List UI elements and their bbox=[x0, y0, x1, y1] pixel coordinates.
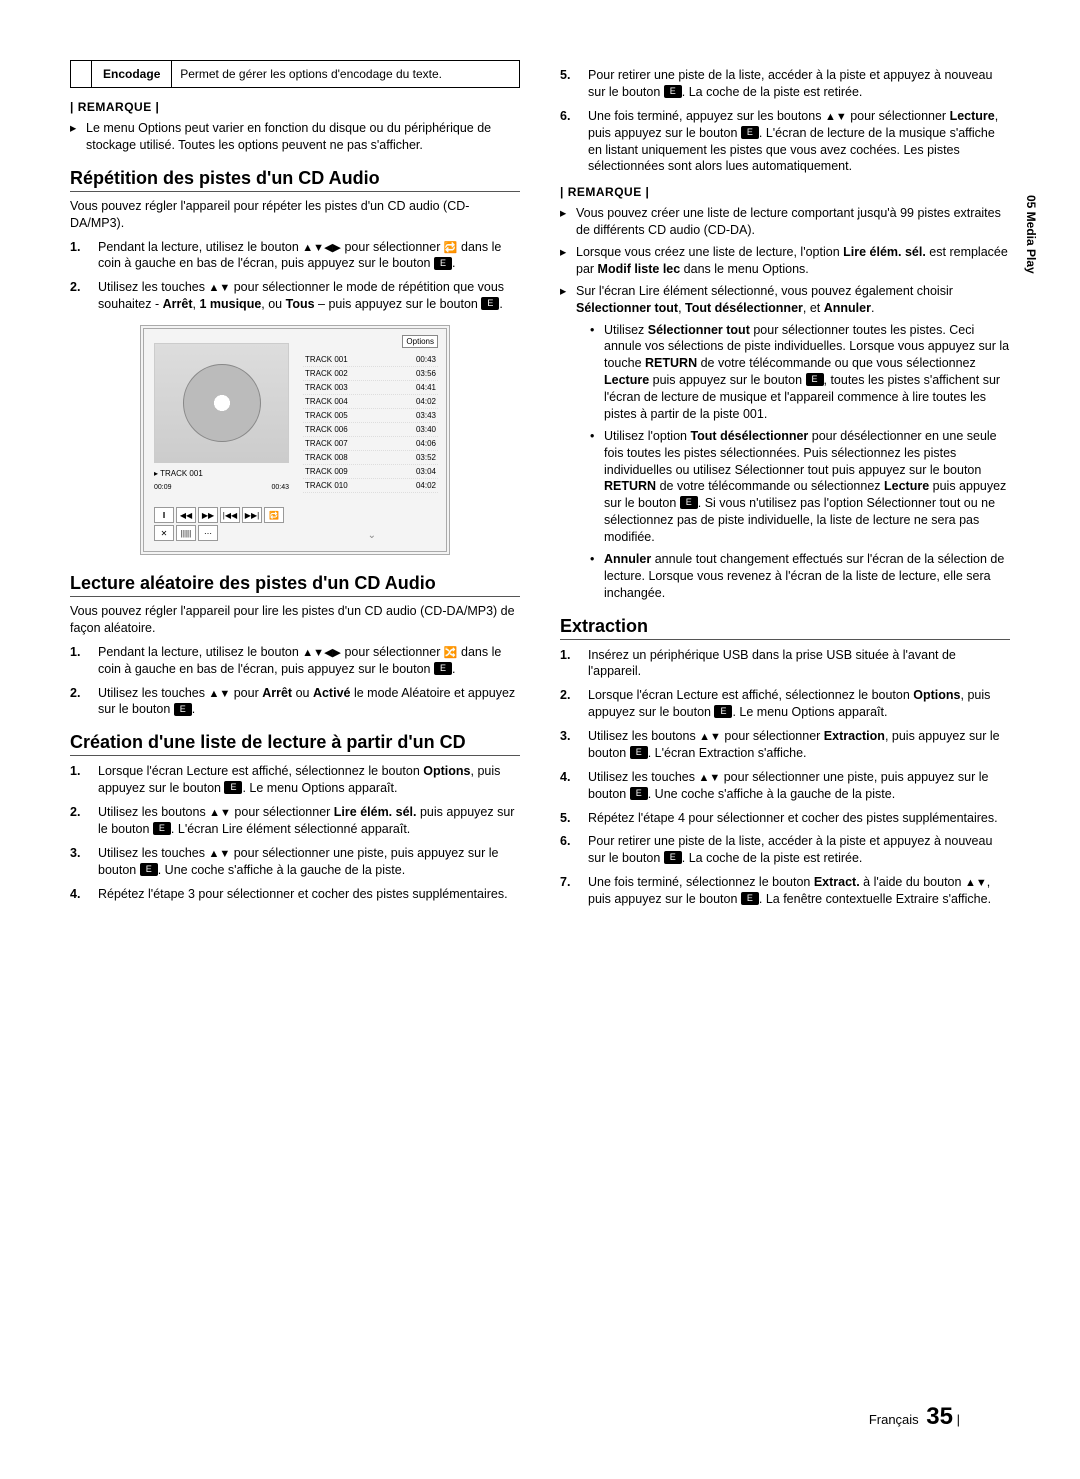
page-footer: Français 35 | bbox=[869, 1403, 960, 1431]
step-item: 5.Pour retirer une piste de la liste, ac… bbox=[560, 67, 1010, 101]
step-item: 3.Utilisez les touches ▲▼ pour sélection… bbox=[70, 845, 520, 879]
track-row: TRACK 00704:06 bbox=[303, 437, 438, 451]
control-button: 🔁 bbox=[264, 507, 284, 523]
heading-extraction: Extraction bbox=[560, 616, 1010, 640]
control-button: ✕ bbox=[154, 525, 174, 541]
steps-playlist: 1.Lorsque l'écran Lecture est affiché, s… bbox=[70, 763, 520, 902]
disc-icon bbox=[183, 364, 261, 442]
track-row: TRACK 01004:02 bbox=[303, 479, 438, 493]
fig-controls: ‖◀◀▶▶|◀◀▶▶|🔁 ✕|||||⋯ bbox=[154, 507, 294, 541]
note-subitem: Utilisez Sélectionner tout pour sélectio… bbox=[590, 322, 1010, 423]
footer-lang: Français bbox=[869, 1412, 919, 1427]
steps-repeat: 1.Pendant la lecture, utilisez le bouton… bbox=[70, 239, 520, 314]
control-button: ▶▶| bbox=[242, 507, 262, 523]
steps-extraction: 1.Insérez un périphérique USB dans la pr… bbox=[560, 647, 1010, 908]
page-content: Encodage Permet de gérer les options d'e… bbox=[0, 0, 1080, 955]
step-item: 5.Répétez l'étape 4 pour sélectionner et… bbox=[560, 810, 1010, 827]
step-item: 6.Pour retirer une piste de la liste, ac… bbox=[560, 833, 1010, 867]
fig-track-list: TRACK 00100:43TRACK 00203:56TRACK 00304:… bbox=[303, 353, 438, 493]
opt-blank bbox=[71, 61, 92, 88]
control-button: |◀◀ bbox=[220, 507, 240, 523]
control-button: ⋯ bbox=[198, 525, 218, 541]
note-list-1: Le menu Options peut varier en fonction … bbox=[70, 120, 520, 154]
enter-icon bbox=[680, 496, 698, 509]
step-item: 1.Pendant la lecture, utilisez le bouton… bbox=[70, 239, 520, 273]
enter-icon bbox=[140, 863, 158, 876]
enter-icon bbox=[741, 892, 759, 905]
step-item: 1.Insérez un périphérique USB dans la pr… bbox=[560, 647, 1010, 681]
note-list-2: Vous pouvez créer une liste de lecture c… bbox=[560, 205, 1010, 601]
heading-playlist: Création d'une liste de lecture à partir… bbox=[70, 732, 520, 756]
note-item: Lorsque vous créez une liste de lecture,… bbox=[560, 244, 1010, 278]
enter-icon bbox=[434, 257, 452, 270]
step-item: 7.Une fois terminé, sélectionnez le bout… bbox=[560, 874, 1010, 908]
step-item: 2.Utilisez les touches ▲▼ pour Arrêt ou … bbox=[70, 685, 520, 719]
note-item: Vous pouvez créer une liste de lecture c… bbox=[560, 205, 1010, 239]
enter-icon bbox=[224, 781, 242, 794]
control-button: ◀◀ bbox=[176, 507, 196, 523]
fig-current-track: ▸ TRACK 001 bbox=[154, 469, 203, 478]
control-button: ||||| bbox=[176, 525, 196, 541]
note-item: Le menu Options peut varier en fonction … bbox=[70, 120, 520, 154]
step-item: 2.Utilisez les boutons ▲▼ pour sélection… bbox=[70, 804, 520, 838]
enter-icon bbox=[174, 703, 192, 716]
steps-shuffle: 1.Pendant la lecture, utilisez le bouton… bbox=[70, 644, 520, 719]
track-row: TRACK 00803:52 bbox=[303, 451, 438, 465]
enter-icon bbox=[434, 662, 452, 675]
step-item: 2.Lorsque l'écran Lecture est affiché, s… bbox=[560, 687, 1010, 721]
enter-icon bbox=[630, 787, 648, 800]
step-item: 1.Pendant la lecture, utilisez le bouton… bbox=[70, 644, 520, 678]
track-row: TRACK 00203:56 bbox=[303, 367, 438, 381]
fig-timebar: 00:09 00:43 bbox=[154, 484, 289, 491]
track-row: TRACK 00503:43 bbox=[303, 409, 438, 423]
player-screenshot: Options TRACK 00100:43TRACK 00203:56TRAC… bbox=[140, 325, 450, 555]
right-column: 5.Pour retirer une piste de la liste, ac… bbox=[560, 60, 1010, 915]
chevron-down-icon: ⌄ bbox=[368, 530, 376, 541]
step-item: 4.Utilisez les touches ▲▼ pour sélection… bbox=[560, 769, 1010, 803]
enter-icon bbox=[714, 705, 732, 718]
remark-label: | REMARQUE | bbox=[70, 100, 520, 114]
enter-icon bbox=[481, 297, 499, 310]
step-item: 1.Lorsque l'écran Lecture est affiché, s… bbox=[70, 763, 520, 797]
step-item: 4.Répétez l'étape 3 pour sélectionner et… bbox=[70, 886, 520, 903]
track-row: TRACK 00903:04 bbox=[303, 465, 438, 479]
time-elapsed: 00:09 bbox=[154, 484, 172, 491]
note-subitem: Annuler annule tout changement effectués… bbox=[590, 551, 1010, 602]
note-subitem: Utilisez l'option Tout désélectionner po… bbox=[590, 428, 1010, 546]
track-row: TRACK 00304:41 bbox=[303, 381, 438, 395]
left-column: Encodage Permet de gérer les options d'e… bbox=[70, 60, 520, 915]
control-button: ‖ bbox=[154, 507, 174, 523]
enter-icon bbox=[741, 126, 759, 139]
step-item: 2.Utilisez les touches ▲▼ pour sélection… bbox=[70, 279, 520, 313]
enter-icon bbox=[806, 373, 824, 386]
footer-page: 35 bbox=[926, 1403, 953, 1430]
steps-playlist-cont: 5.Pour retirer une piste de la liste, ac… bbox=[560, 67, 1010, 175]
track-row: TRACK 00100:43 bbox=[303, 353, 438, 367]
control-button: ▶▶ bbox=[198, 507, 218, 523]
heading-shuffle: Lecture aléatoire des pistes d'un CD Aud… bbox=[70, 573, 520, 597]
side-tab-label: 05 Media Play bbox=[1024, 195, 1038, 274]
heading-repeat: Répétition des pistes d'un CD Audio bbox=[70, 168, 520, 192]
fig-options-label: Options bbox=[402, 335, 438, 348]
track-row: TRACK 00404:02 bbox=[303, 395, 438, 409]
enter-icon bbox=[630, 746, 648, 759]
para-shuffle: Vous pouvez régler l'appareil pour lire … bbox=[70, 603, 520, 637]
options-table: Encodage Permet de gérer les options d'e… bbox=[70, 60, 520, 88]
enter-icon bbox=[153, 822, 171, 835]
remark-label-2: | REMARQUE | bbox=[560, 185, 1010, 199]
step-item: 6.Une fois terminé, appuyez sur les bout… bbox=[560, 108, 1010, 176]
note-item: Sur l'écran Lire élément sélectionné, vo… bbox=[560, 283, 1010, 602]
opt-label: Encodage bbox=[92, 61, 172, 88]
time-total: 00:43 bbox=[271, 484, 289, 491]
enter-icon bbox=[664, 851, 682, 864]
enter-icon bbox=[664, 85, 682, 98]
track-row: TRACK 00603:40 bbox=[303, 423, 438, 437]
para-repeat: Vous pouvez régler l'appareil pour répét… bbox=[70, 198, 520, 232]
fig-disc-area bbox=[154, 343, 289, 463]
opt-desc: Permet de gérer les options d'encodage d… bbox=[172, 61, 520, 88]
step-item: 3.Utilisez les boutons ▲▼ pour sélection… bbox=[560, 728, 1010, 762]
